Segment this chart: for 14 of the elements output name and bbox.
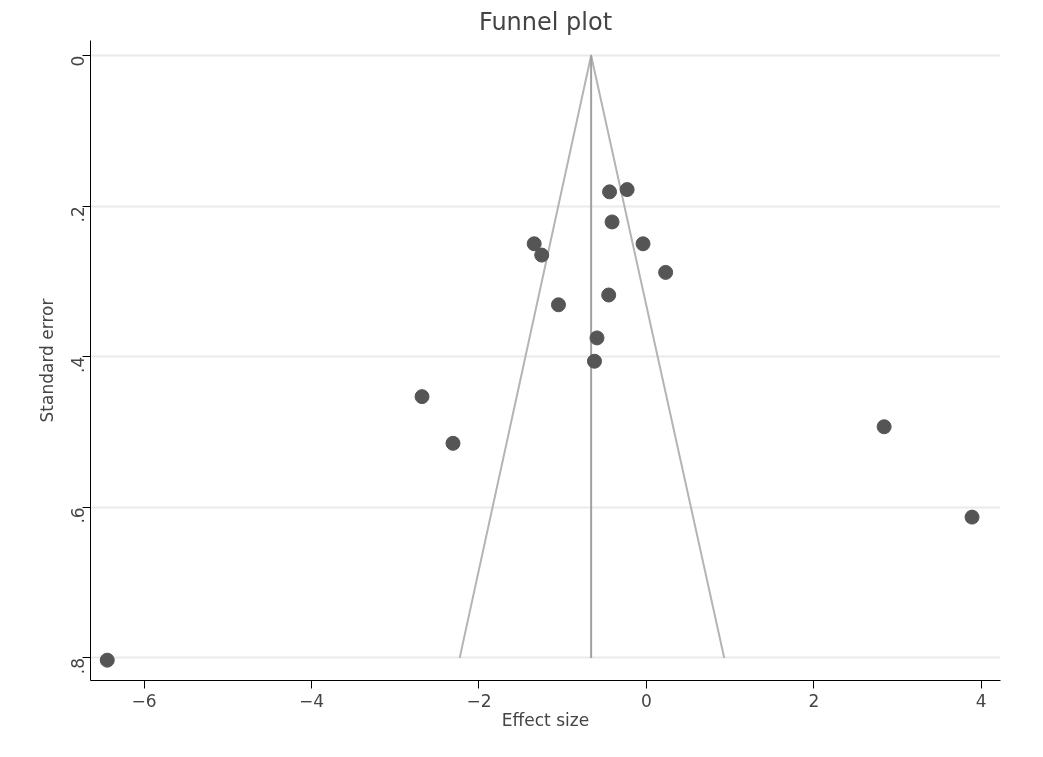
x-tick-label: −6 bbox=[131, 690, 157, 711]
x-tick-label: −2 bbox=[466, 690, 492, 711]
x-axis-title: Effect size bbox=[501, 709, 590, 730]
y-tick-label: .2 bbox=[68, 206, 88, 223]
y-tick-label: 0 bbox=[68, 55, 88, 67]
x-tick-label: 2 bbox=[808, 690, 820, 711]
x-tick-label: 0 bbox=[640, 690, 652, 711]
y-tick-label: .8 bbox=[68, 657, 88, 675]
x-tick-label: 4 bbox=[975, 690, 987, 711]
y-tick-label: .6 bbox=[68, 507, 88, 524]
y-axis-title: Standard error bbox=[36, 298, 57, 423]
y-tick-label: .4 bbox=[68, 356, 88, 373]
x-tick-label: −4 bbox=[298, 690, 325, 711]
chart-title: Funnel plot bbox=[478, 7, 613, 36]
